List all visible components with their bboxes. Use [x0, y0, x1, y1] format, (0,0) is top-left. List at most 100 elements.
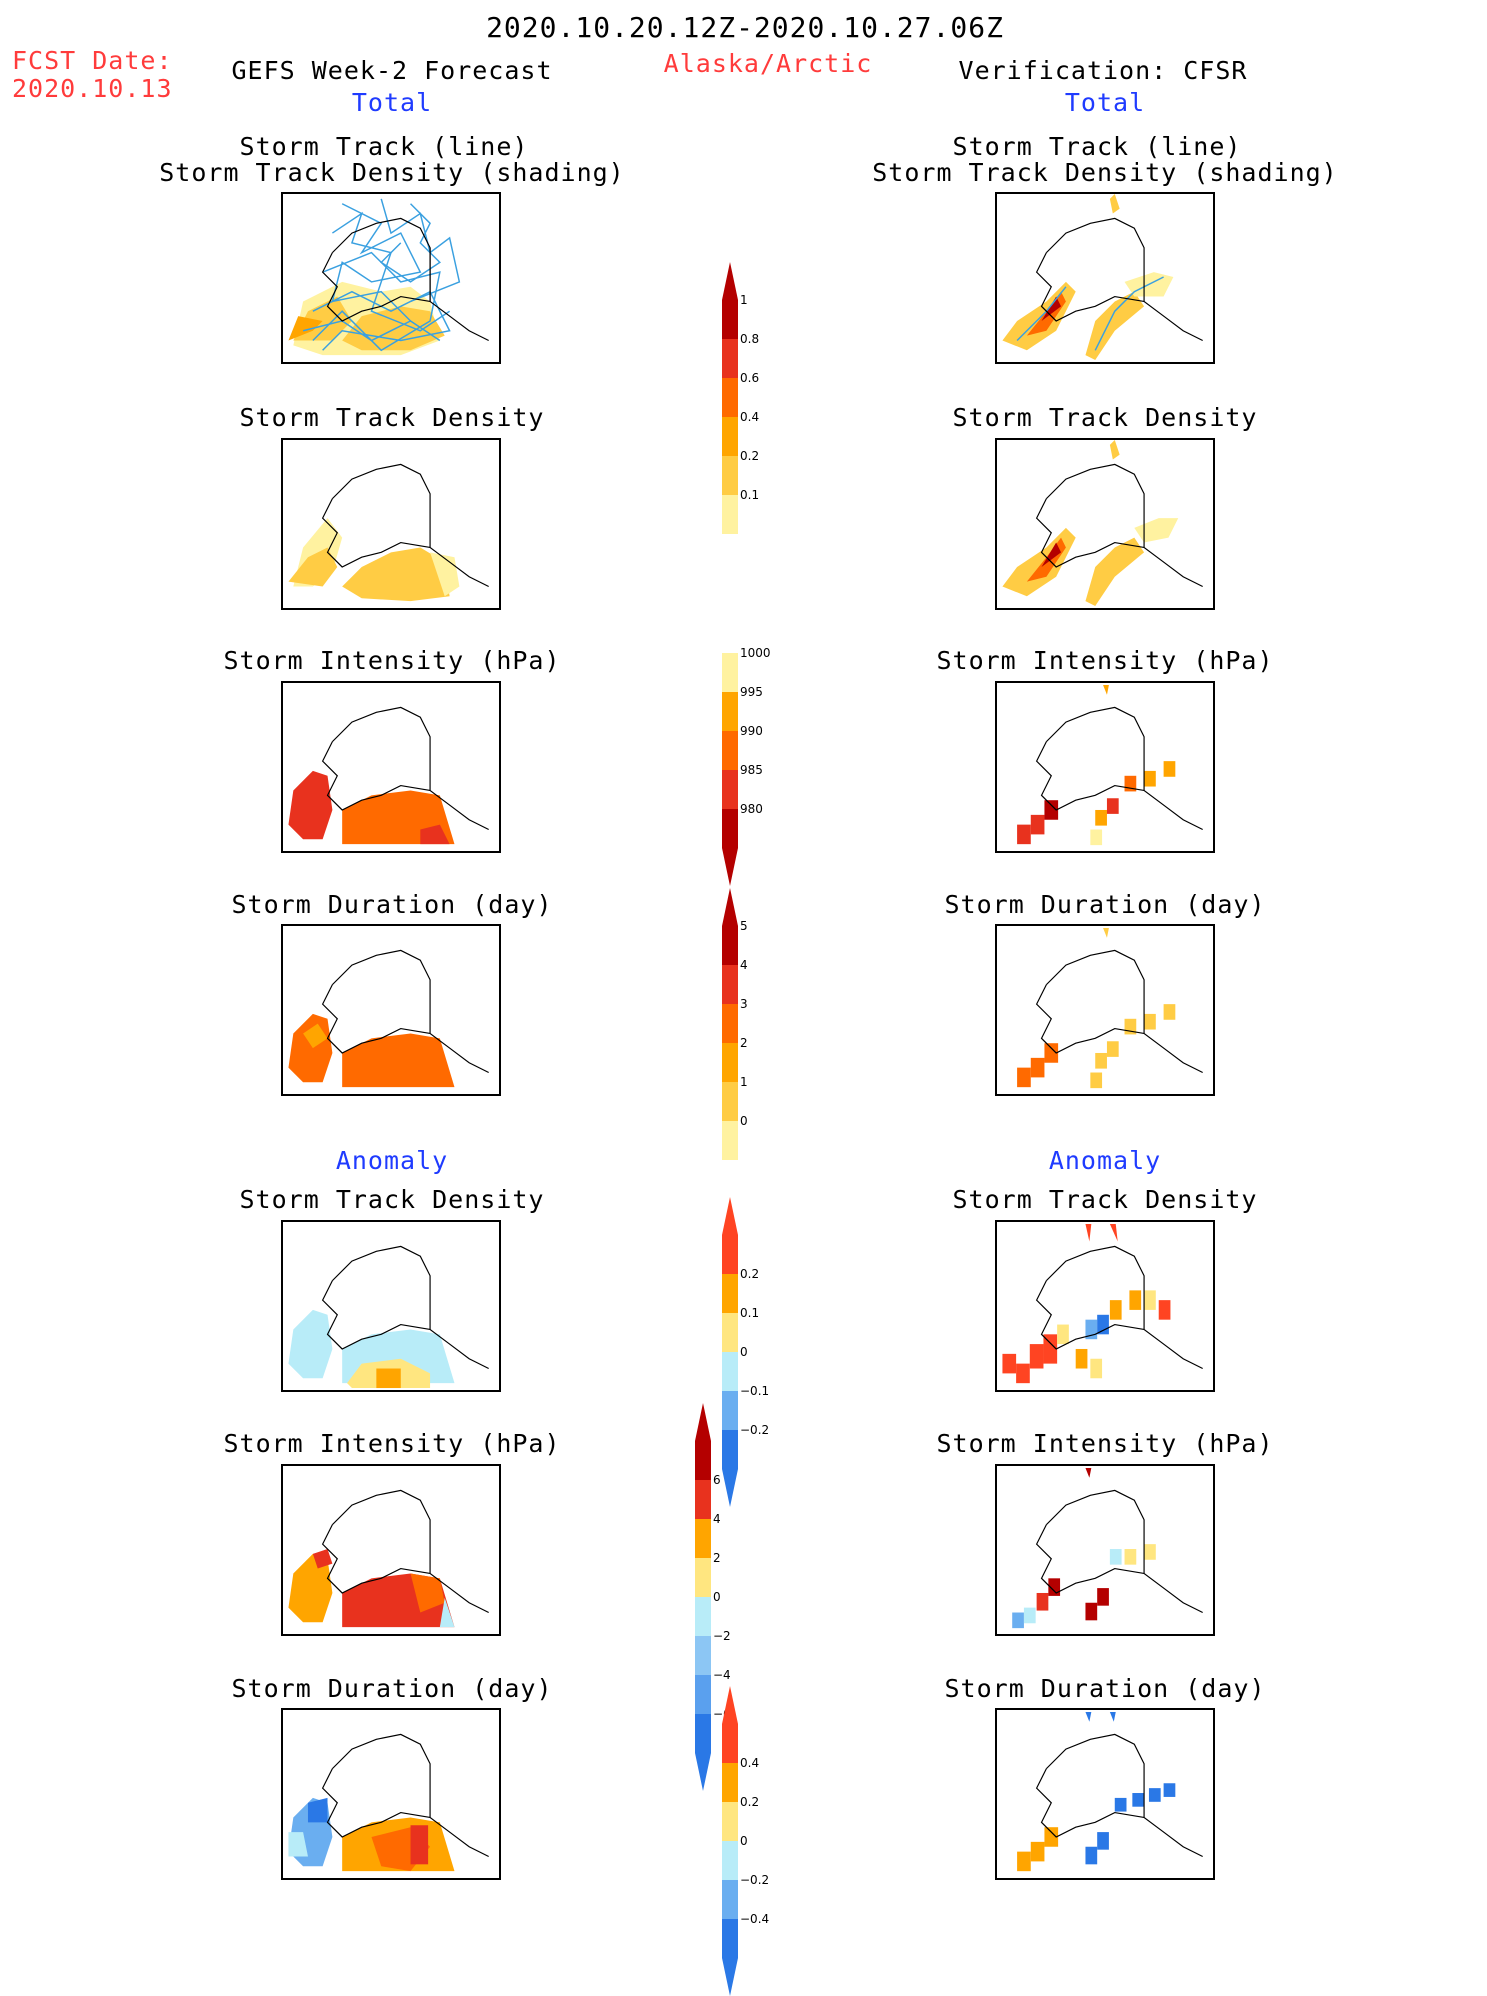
right-anom-density-title: Storm Track Density — [952, 1185, 1258, 1214]
left-intensity-title: Storm Intensity (hPa) — [223, 646, 561, 675]
left-total-label: Total — [351, 88, 433, 117]
colorbar-swatch — [722, 378, 738, 417]
colorbar-tick-label: −4 — [713, 1668, 731, 1682]
colorbar-swatch — [695, 1714, 711, 1791]
colorbar-tick-label: 0.4 — [740, 1756, 759, 1770]
colorbar-swatch — [722, 1802, 738, 1841]
colorbar-tick-label: 995 — [740, 685, 763, 699]
gefs-intensity-map — [281, 681, 501, 853]
colorbar-tick-label: 1000 — [740, 646, 771, 660]
colorbar-intensity: 1000 995 990 985 980 — [722, 646, 782, 886]
colorbar-swatch — [722, 1391, 738, 1430]
right-track-line-title-1: Storm Track (line) — [952, 132, 1242, 161]
left-track-line-title-2: Storm Track Density (shading) — [159, 158, 625, 187]
colorbar-tick-label: −0.4 — [740, 1912, 769, 1926]
cfsr-anom-duration-map — [995, 1708, 1215, 1880]
colorbar-swatch — [722, 965, 738, 1004]
colorbar-tick-label: 1 — [740, 1075, 748, 1089]
colorbar-swatch — [695, 1480, 711, 1519]
colorbar-swatch — [722, 1082, 738, 1121]
cfsr-track-line-map — [995, 192, 1215, 364]
colorbar-tick-label: −2 — [713, 1629, 731, 1643]
colorbar-swatch — [722, 339, 738, 378]
fcst-date-label: FCST Date: — [12, 46, 173, 75]
region-title: Alaska/Arctic — [663, 49, 873, 78]
colorbar-tick-label: 980 — [740, 802, 763, 816]
colorbar-swatch — [695, 1675, 711, 1714]
gefs-anom-duration-map — [281, 1708, 501, 1880]
colorbar-track-density: 1 0.8 0.6 0.4 0.2 0.1 — [722, 262, 782, 538]
colorbar-tick-label: 5 — [740, 919, 748, 933]
date-range-title: 2020.10.20.12Z-2020.10.27.06Z — [486, 11, 1004, 44]
colorbar-swatch — [695, 1403, 711, 1480]
colorbar-swatch — [722, 888, 738, 965]
colorbar-swatch — [722, 809, 738, 886]
colorbar-swatch — [722, 1274, 738, 1313]
colorbar-tick-label: 0.2 — [740, 1795, 759, 1809]
left-anom-intensity-title: Storm Intensity (hPa) — [223, 1429, 561, 1458]
colorbar-tick-label: 0.1 — [740, 488, 759, 502]
colorbar-swatch — [722, 1313, 738, 1352]
colorbar-anom-duration: 0.4 0.2 0 −0.2 −0.4 — [722, 1686, 782, 1996]
colorbar-swatch — [695, 1636, 711, 1675]
colorbar-tick-label: 0 — [740, 1345, 748, 1359]
colorbar-swatch — [722, 1430, 738, 1507]
right-track-line-title-2: Storm Track Density (shading) — [872, 158, 1338, 187]
cfsr-intensity-map — [995, 681, 1215, 853]
colorbar-swatch — [722, 1197, 738, 1274]
right-anom-duration-title: Storm Duration (day) — [944, 1674, 1266, 1703]
colorbar-swatch — [722, 770, 738, 809]
colorbar-tick-label: −0.2 — [740, 1423, 769, 1437]
cfsr-track-density-map — [995, 438, 1215, 610]
colorbar-swatch — [722, 1763, 738, 1802]
right-intensity-title: Storm Intensity (hPa) — [936, 646, 1274, 675]
colorbar-swatch — [695, 1597, 711, 1636]
colorbar-svg: 1 0.8 0.6 0.4 0.2 0.1 — [722, 262, 759, 534]
colorbar-tick-label: 0 — [740, 1834, 748, 1848]
colorbar-tick-label: 2 — [740, 1036, 748, 1050]
colorbar-tick-label: 6 — [713, 1473, 721, 1487]
left-anomaly-label: Anomaly — [335, 1146, 449, 1175]
colorbar-tick-label: 4 — [740, 958, 748, 972]
colorbar-swatch — [695, 1558, 711, 1597]
colorbar-svg: 0.4 0.2 0 −0.2 −0.4 — [722, 1686, 769, 1996]
colorbar-swatch — [695, 1519, 711, 1558]
colorbar-svg: 1000 995 990 985 980 — [722, 646, 771, 886]
colorbar-swatch — [722, 417, 738, 456]
cfsr-anom-intensity-map — [995, 1464, 1215, 1636]
colorbar-swatch — [722, 1880, 738, 1919]
colorbar-swatch — [722, 1686, 738, 1763]
colorbar-tick-label: 0 — [713, 1590, 721, 1604]
colorbar-svg: 5 4 3 2 1 0 — [722, 888, 748, 1160]
colorbar-swatch — [722, 1919, 738, 1996]
colorbar-tick-label: 0.1 — [740, 1306, 759, 1320]
right-total-label: Total — [1064, 88, 1146, 117]
colorbar-svg: 0.2 0.1 0 −0.1 −0.2 — [722, 1197, 769, 1507]
left-track-density-title: Storm Track Density — [239, 403, 545, 432]
left-column-title: GEFS Week-2 Forecast — [231, 56, 553, 85]
left-anom-duration-title: Storm Duration (day) — [231, 1674, 553, 1703]
colorbar-tick-label: 0 — [740, 1114, 748, 1128]
fcst-date-value: 2020.10.13 — [12, 74, 173, 103]
colorbar-tick-label: −0.1 — [740, 1384, 769, 1398]
colorbar-swatch — [722, 495, 738, 534]
colorbar-tick-label: 1 — [740, 293, 748, 307]
colorbar-swatch — [722, 1841, 738, 1880]
colorbar-tick-label: 4 — [713, 1512, 721, 1526]
colorbar-swatch — [722, 262, 738, 339]
cfsr-duration-map — [995, 924, 1215, 1096]
left-track-line-title-1: Storm Track (line) — [239, 132, 529, 161]
colorbar-tick-label: −0.2 — [740, 1873, 769, 1887]
colorbar-swatch — [722, 1004, 738, 1043]
right-track-density-title: Storm Track Density — [952, 403, 1258, 432]
gefs-anom-density-map — [281, 1220, 501, 1392]
colorbar-tick-label: 985 — [740, 763, 763, 777]
right-anomaly-label: Anomaly — [1048, 1146, 1162, 1175]
gefs-track-density-map — [281, 438, 501, 610]
colorbar-tick-label: 2 — [713, 1551, 721, 1565]
right-duration-title: Storm Duration (day) — [944, 890, 1266, 919]
colorbar-swatch — [722, 653, 738, 692]
colorbar-tick-label: 990 — [740, 724, 763, 738]
colorbar-swatch — [722, 1121, 738, 1160]
colorbar-tick-label: 3 — [740, 997, 748, 1011]
